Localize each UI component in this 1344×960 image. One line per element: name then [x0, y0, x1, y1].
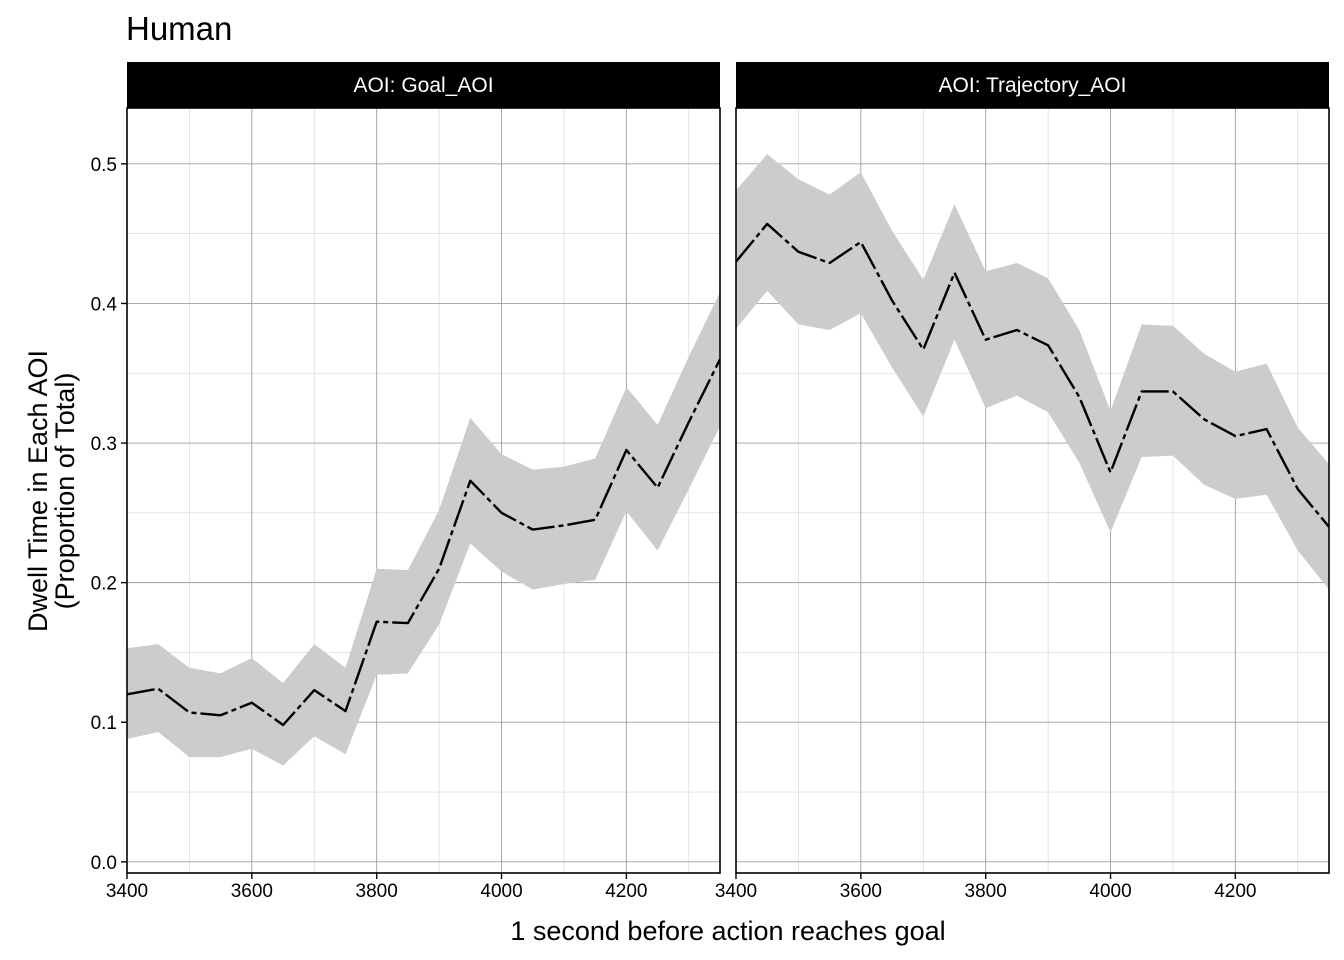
x-tick-label: 3400: [715, 881, 757, 902]
y-tick-label: 0.1: [91, 713, 117, 734]
y-tick-label: 0.0: [91, 853, 117, 874]
chart-title: Human: [126, 10, 232, 47]
x-tick-label: 4200: [605, 881, 647, 902]
y-tick-label: 0.4: [91, 294, 118, 315]
x-tick-label: 4000: [480, 881, 522, 902]
x-tick-label: 3400: [106, 881, 148, 902]
y-tick-label: 0.2: [91, 574, 117, 595]
confidence-ribbon: [127, 292, 720, 766]
y-axis-title: Dwell Time in Each AOI (Proportion of To…: [23, 350, 80, 632]
x-tick-label: 3800: [965, 881, 1007, 902]
x-tick-label: 3600: [231, 881, 273, 902]
facet-strip-label: AOI: Trajectory_AOI: [939, 74, 1127, 97]
series-line: [127, 358, 720, 727]
y-axis-title-line1: Dwell Time in Each AOI: [23, 350, 53, 632]
y-tick-label: 0.5: [91, 155, 117, 176]
plot-area: [127, 108, 720, 873]
plot-area: [736, 108, 1329, 873]
facet-panel-2: AOI: Trajectory_AOI 3400 3600 3800 4000 4200: [715, 62, 1330, 902]
y-axis: 0.0 0.1 0.2 0.3 0.4 0.5: [91, 155, 127, 874]
x-tick-label: 4000: [1089, 881, 1131, 902]
series-line: [736, 222, 1329, 528]
facet-strip-label: AOI: Goal_AOI: [353, 74, 493, 97]
panel-border: [735, 107, 1330, 874]
x-axis-title: 1 second before action reaches goal: [510, 916, 945, 946]
facet-strip: [127, 62, 720, 108]
y-tick-label: 0.3: [91, 434, 117, 455]
x-tick-label: 3800: [356, 881, 398, 902]
y-axis-title-line2: (Proportion of Total): [50, 373, 80, 610]
facet-panel-1: AOI: Goal_AOI 3400 3600 3800 4000 4200: [106, 62, 721, 902]
x-tick-label: 4200: [1214, 881, 1256, 902]
panel-border: [126, 107, 721, 874]
facet-strip: [736, 62, 1329, 108]
x-tick-label: 3600: [840, 881, 882, 902]
confidence-ribbon: [736, 154, 1329, 590]
